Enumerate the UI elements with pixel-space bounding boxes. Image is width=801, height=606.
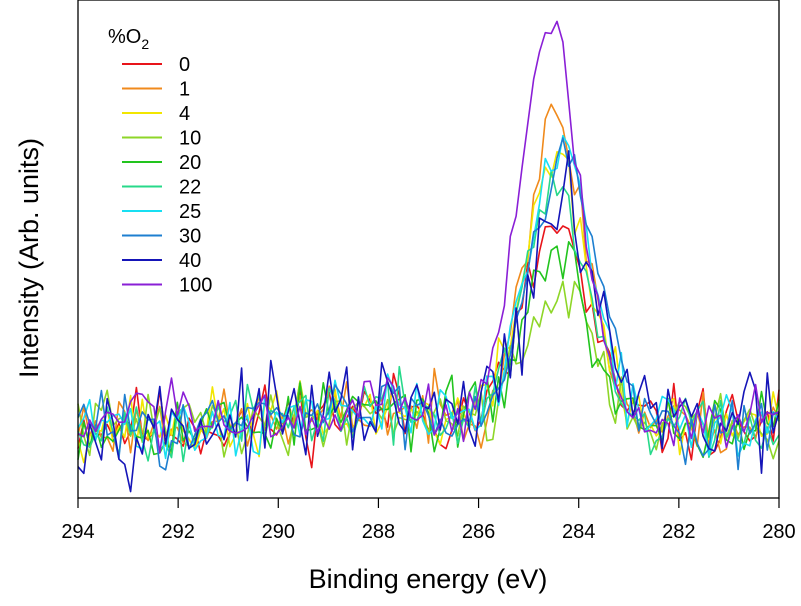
legend-label-22: 22 <box>179 177 201 199</box>
x-axis-label: Binding energy (eV) <box>309 564 548 594</box>
series-line-100 <box>77 20 780 454</box>
legend-label-30: 30 <box>179 226 201 248</box>
x-tick-label: 290 <box>262 521 295 543</box>
y-axis-label: Intensity (Arb. units) <box>14 138 44 378</box>
x-tick-label: 282 <box>662 521 695 543</box>
plot-frame <box>77 0 780 499</box>
legend-label-4: 4 <box>179 103 190 125</box>
x-axis: 294 292 290 288 286 284 282 280 <box>61 498 796 543</box>
legend-label-25: 25 <box>179 201 201 223</box>
series-line-40 <box>77 150 780 493</box>
legend-label-100: 100 <box>179 275 212 297</box>
legend-title-main: %O <box>108 26 141 48</box>
x-tick-label: 286 <box>462 521 495 543</box>
legend-label-20: 20 <box>179 152 201 174</box>
legend-title: %O2 <box>108 26 149 52</box>
x-tick-label: 292 <box>161 521 194 543</box>
series-line-25 <box>77 134 780 460</box>
legend-label-10: 10 <box>179 128 201 150</box>
x-tick-label: 284 <box>562 521 595 543</box>
plot-lines <box>77 20 780 493</box>
x-tick-label: 288 <box>362 521 395 543</box>
legend-label-40: 40 <box>179 250 201 272</box>
legend-title-subscript: 2 <box>141 36 149 52</box>
x-tick-label: 294 <box>61 521 94 543</box>
series-line-30 <box>77 137 780 471</box>
series-line-20 <box>77 241 780 460</box>
series-line-10 <box>77 280 780 460</box>
x-tick-label: 280 <box>762 521 795 543</box>
legend-label-0: 0 <box>179 54 190 76</box>
legend-label-1: 1 <box>179 79 190 101</box>
